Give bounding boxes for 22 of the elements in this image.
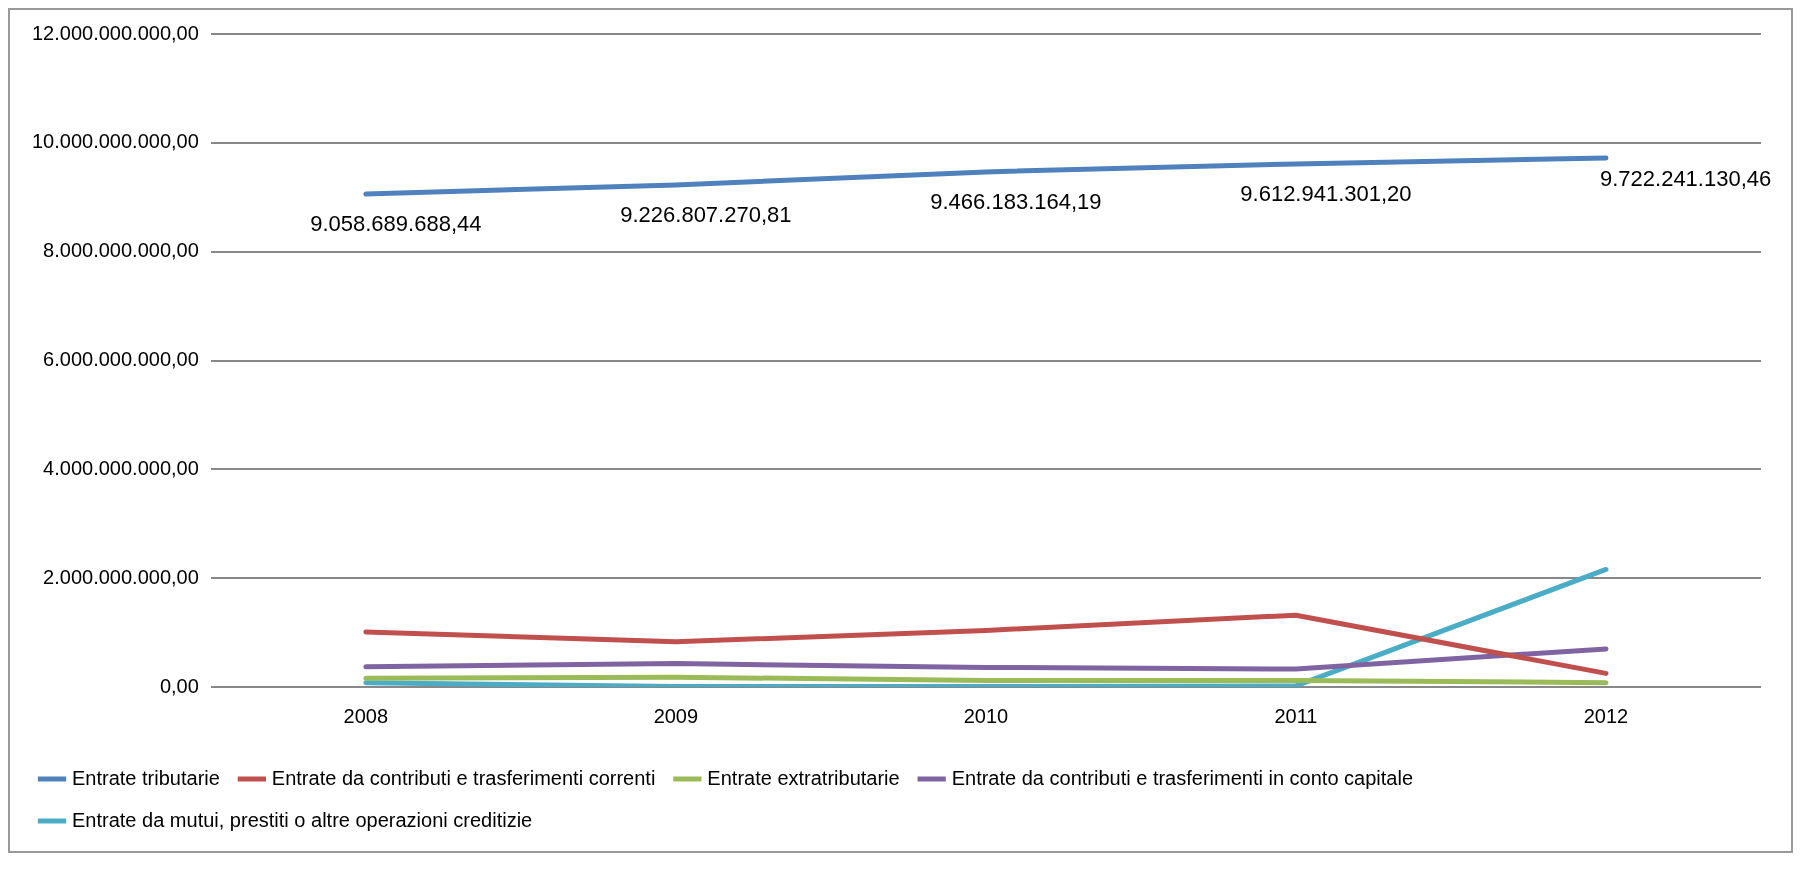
y-tick-label: 2.000.000.000,00: [43, 565, 199, 588]
y-tick-label: 4.000.000.000,00: [43, 456, 199, 479]
legend-label: Entrate extratributarie: [707, 766, 900, 789]
data-label: 9.466.183.164,19: [930, 188, 1102, 214]
y-tick-label: 6.000.000.000,00: [43, 348, 199, 371]
y-tick-label: 8.000.000.000,00: [43, 239, 199, 262]
data-label: 9.058.689.688,44: [310, 211, 482, 237]
x-tick-label: 2011: [1274, 704, 1318, 727]
legend-label: Entrate da contributi e trasferimenti correnti: [271, 766, 656, 789]
x-tick-label: 2010: [963, 704, 1009, 727]
data-label: 9.226.807.270,81: [620, 201, 792, 227]
y-tick-label: 0,00: [159, 674, 199, 697]
data-label: 9.612.941.301,20: [1240, 180, 1412, 206]
y-tick-label: 12.000.000.000,00: [32, 21, 199, 44]
y-tick-label: 10.000.000.000,00: [32, 130, 199, 153]
legend-label: Entrate da contributi e trasferimenti in conto capitale: [951, 766, 1414, 789]
legend-label: Entrate tributarie: [72, 766, 220, 789]
x-tick-label: 2009: [653, 704, 699, 727]
x-tick-label: 2008: [343, 704, 389, 727]
legend-label: Entrate da mutui, prestiti o altre operazioni creditizie: [72, 808, 533, 831]
x-tick-label: 2012: [1583, 704, 1629, 727]
data-label: 9.722.241.130,46: [1599, 166, 1772, 192]
